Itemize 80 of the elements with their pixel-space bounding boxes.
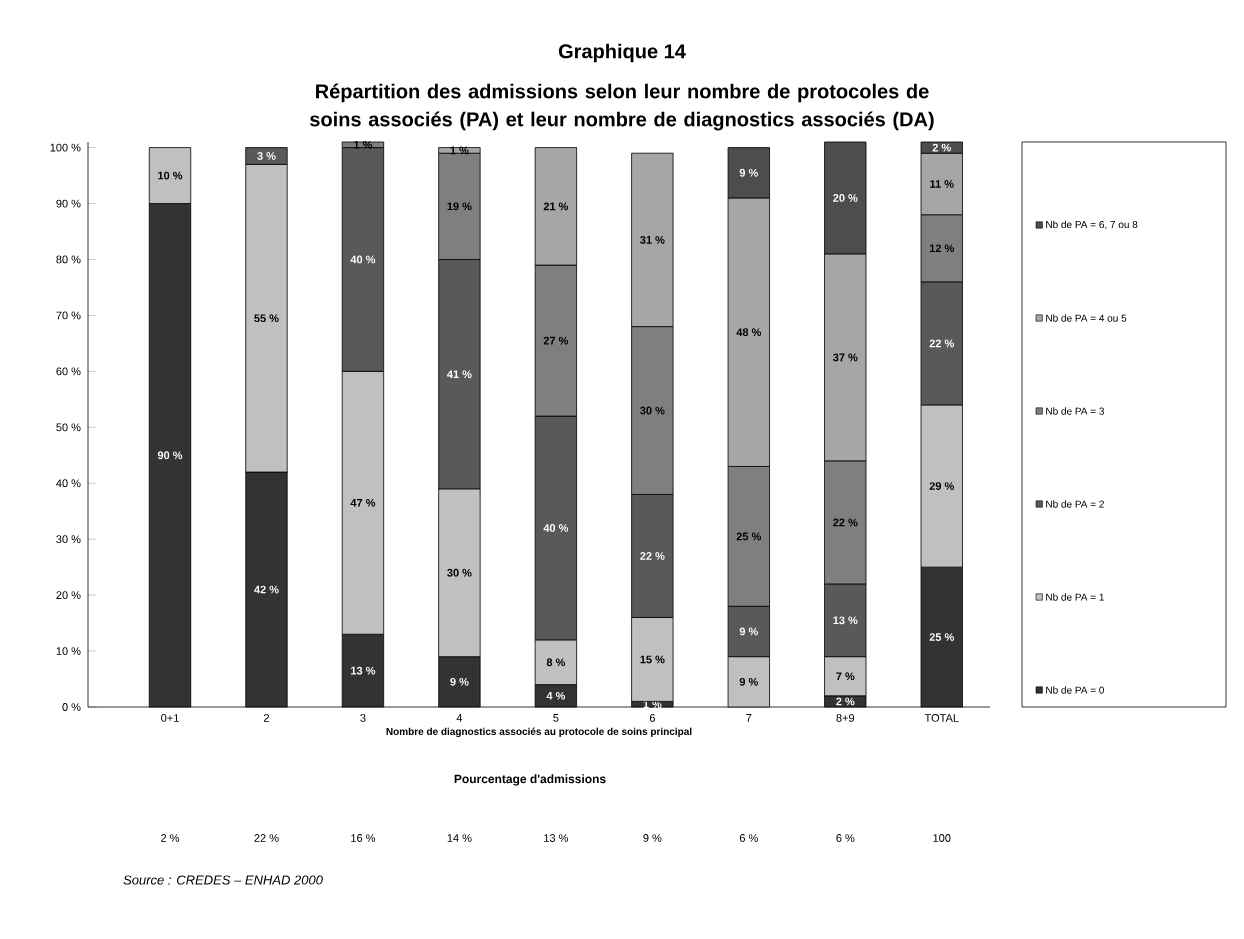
data-label: 22 %: [929, 339, 954, 348]
x-tick-label: 4: [456, 714, 463, 722]
data-label: 9 %: [450, 677, 469, 686]
data-label: 30 %: [447, 568, 472, 577]
data-label: 40 %: [543, 524, 569, 532]
data-label: 1 %: [450, 146, 469, 155]
data-label: 25 %: [929, 633, 954, 641]
x-tick-label: 5: [553, 714, 559, 722]
y-tick-label: 100 %: [50, 143, 81, 152]
data-label: 12 %: [929, 244, 954, 253]
data-label: 19 %: [447, 202, 472, 211]
data-label: 55 %: [254, 314, 279, 323]
text: 14 %: [447, 834, 472, 842]
chart-title: Graphique 14: [558, 43, 686, 63]
x-tick-label: 0+1: [161, 714, 179, 722]
data-label: 2 %: [836, 697, 855, 706]
x-tick-label: 2: [263, 714, 269, 722]
y-tick-label: 0 %: [62, 703, 81, 711]
y-tick-label: 20 %: [56, 591, 81, 599]
data-label: 90 %: [157, 451, 183, 460]
legend-label: Nb de PA = 4 ou 5: [1046, 314, 1127, 322]
data-label: 10 %: [158, 171, 183, 180]
y-tick-label: 40 %: [56, 479, 81, 488]
text: 100: [933, 834, 951, 842]
data-label: 29 %: [929, 482, 954, 490]
data-label: 40 %: [350, 255, 376, 264]
x-tick-label: 6: [649, 714, 655, 722]
text: 6 %: [836, 834, 855, 842]
y-tick-label: 50 %: [56, 423, 81, 432]
text: 13 %: [544, 834, 569, 842]
data-label: 9 %: [739, 677, 759, 686]
data-label: 37 %: [833, 353, 858, 362]
data-label: 21 %: [543, 202, 569, 211]
data-label: 48 %: [736, 328, 762, 337]
x-tick-label: 7: [746, 714, 752, 722]
text: 9 %: [643, 834, 662, 842]
data-label: 9 %: [739, 627, 759, 636]
data-label: 8 %: [546, 658, 566, 667]
data-label: 2 %: [932, 143, 951, 152]
data-label: 7 %: [836, 672, 855, 681]
data-label: 30 %: [640, 406, 665, 415]
data-label: 31 %: [640, 235, 665, 244]
data-label: 13 %: [833, 616, 858, 625]
y-tick-label: 10 %: [56, 647, 81, 655]
x-tick-label: 8+9: [836, 714, 855, 722]
chart-subtitle: Répartition des admissions selon leur nombre de protocoles de soins associés (PA) et leur nombre de diagnostics associés (DA): [310, 83, 934, 131]
text: 22 %: [254, 834, 279, 842]
data-label: 20 %: [833, 194, 858, 202]
data-label: 9 %: [739, 168, 759, 177]
data-label: 15 %: [640, 655, 665, 664]
text: Pourcentage d'admissions: [454, 774, 606, 786]
x-tick-label: TOTAL: [924, 714, 959, 722]
x-axis-title: Nombre de diagnostics associés au protocole de soins principal: [386, 727, 692, 738]
text: 6 %: [739, 834, 758, 842]
y-tick-label: 30 %: [56, 535, 81, 544]
x-tick-label: 3: [360, 714, 366, 722]
data-label: 13 %: [351, 666, 376, 675]
legend-label: Nb de PA = 1: [1046, 593, 1104, 601]
legend-label: Nb de PA = 3: [1046, 407, 1104, 415]
data-label: 47 %: [350, 498, 376, 507]
data-label: 25 %: [736, 532, 762, 541]
data-label: 22 %: [833, 518, 858, 527]
text: 16 %: [351, 834, 376, 842]
y-tick-label: 60 %: [56, 367, 81, 376]
legend-label: Nb de PA = 6, 7 ou 8: [1046, 220, 1138, 230]
data-label: 22 %: [640, 552, 665, 560]
data-label: 11 %: [930, 180, 954, 188]
y-tick-label: 70 %: [56, 311, 81, 320]
legend-label: Nb de PA = 2: [1046, 500, 1104, 508]
legend-label: Nb de PA = 0: [1046, 686, 1105, 694]
data-label: 27 %: [543, 336, 569, 345]
data-label: 41 %: [447, 370, 472, 379]
data-label: 4 %: [546, 691, 566, 700]
y-tick-label: 80 %: [56, 255, 81, 264]
data-label: 42 %: [254, 585, 279, 594]
text: 2 %: [161, 834, 180, 842]
data-label: 3 %: [257, 152, 276, 160]
data-label: 1 %: [354, 140, 373, 149]
source-note: Source : CREDES – ENHAD 2000: [123, 875, 323, 885]
y-tick-label: 90 %: [56, 199, 81, 208]
